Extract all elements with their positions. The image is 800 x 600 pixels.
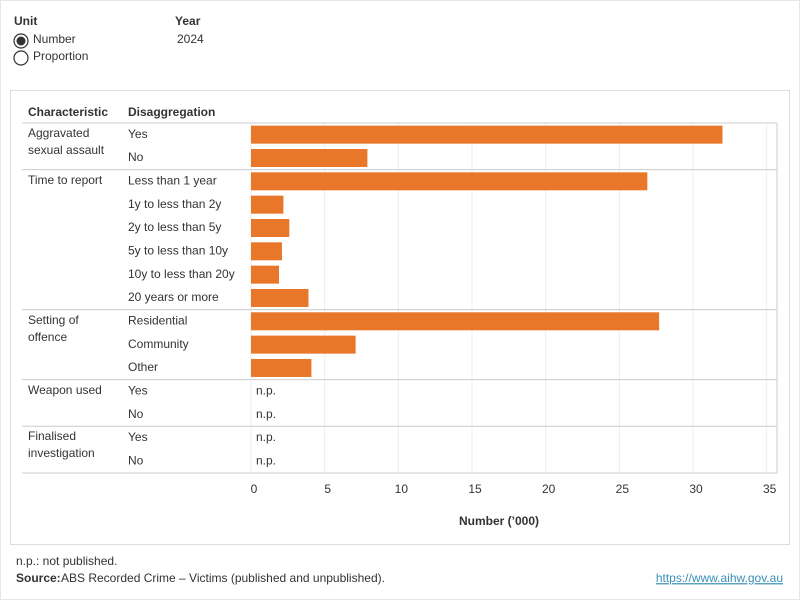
value-label: n.p.	[256, 453, 276, 467]
unit-label: Unit	[14, 14, 37, 28]
category-label: Other	[128, 360, 158, 374]
bar	[251, 148, 368, 167]
category-label: Yes	[128, 127, 148, 141]
value-label: n.p.	[256, 430, 276, 444]
bar	[251, 312, 660, 331]
category-label: Yes	[128, 383, 148, 397]
radio-label[interactable]: Number	[33, 32, 76, 46]
bar	[251, 218, 290, 237]
x-tick-label: 15	[468, 482, 482, 496]
source-label: Source:	[16, 571, 61, 585]
bar	[251, 358, 312, 377]
bar	[251, 265, 279, 284]
x-tick-label: 20	[542, 482, 556, 496]
bar	[251, 195, 284, 214]
x-axis-title: Number (’000)	[459, 514, 539, 528]
category-label: No	[128, 407, 144, 421]
value-label: n.p.	[256, 383, 276, 397]
x-tick-label: 35	[763, 482, 777, 496]
category-label: 2y to less than 5y	[128, 220, 221, 234]
x-tick-label: 30	[689, 482, 703, 496]
category-label: Residential	[128, 313, 187, 327]
x-tick-label: 5	[324, 482, 331, 496]
bar	[251, 242, 282, 261]
group-name: Finalised investigation	[28, 429, 95, 461]
bar	[251, 172, 648, 191]
x-tick-label: 0	[251, 482, 258, 496]
bar	[251, 125, 723, 144]
bar	[251, 335, 356, 354]
category-label: 10y to less than 20y	[128, 267, 235, 281]
radio[interactable]	[13, 50, 29, 66]
link[interactable]: https://www.aihw.gov.au	[656, 571, 783, 585]
group-name: Time to report	[28, 172, 103, 187]
x-tick-label: 10	[395, 482, 409, 496]
category-label: No	[128, 453, 144, 467]
category-label: 5y to less than 10y	[128, 243, 228, 257]
source-text: ABS Recorded Crime – Victims (published …	[61, 571, 385, 585]
category-label: No	[128, 150, 144, 164]
radio-dot	[16, 36, 26, 46]
column-header: Disaggregation	[128, 105, 215, 119]
group-name: Weapon used	[28, 382, 102, 397]
category-label: Less than 1 year	[128, 173, 217, 187]
value-label: n.p.	[256, 407, 276, 421]
group-name: Aggravated sexual assault	[28, 126, 105, 157]
category-label: 1y to less than 2y	[128, 197, 221, 211]
radio-label[interactable]: Proportion	[33, 49, 88, 63]
category-label: Community	[128, 337, 189, 351]
column-header: Characteristic	[28, 105, 108, 119]
category-label: Yes	[128, 430, 148, 444]
group-name: Setting of offence	[28, 312, 79, 344]
year-value[interactable]: 2024	[177, 32, 204, 46]
chart-frame	[10, 90, 790, 545]
category-label: 20 years or more	[128, 290, 219, 304]
x-tick-label: 25	[616, 482, 630, 496]
bar	[251, 288, 309, 307]
footnote: n.p.: not published.	[16, 554, 117, 568]
year-label: Year	[175, 14, 201, 28]
